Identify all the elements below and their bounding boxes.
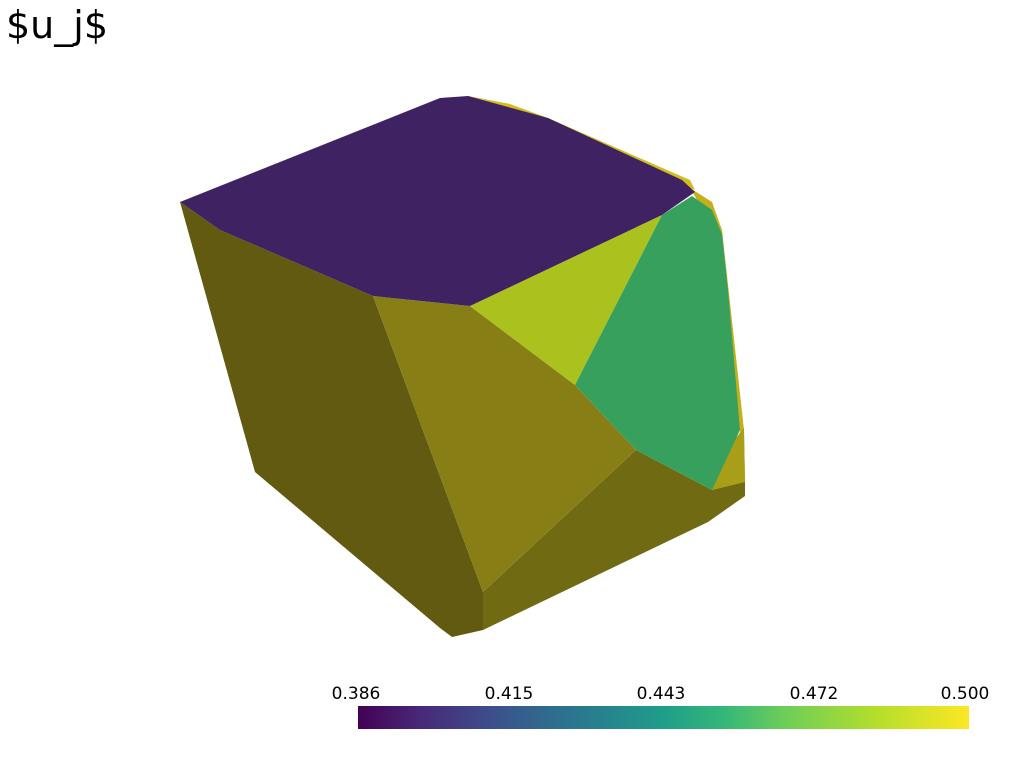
mesh-face-yellow-green [470, 215, 662, 385]
colorbar [358, 706, 969, 729]
colorbar-tick-label: 0.386 [331, 684, 381, 704]
mesh-face-left [180, 202, 483, 637]
colorbar-tick-label: 0.500 [940, 684, 990, 704]
mesh-face-front [373, 296, 636, 592]
colorbar-tick-label: 0.472 [789, 684, 839, 704]
mesh-face-top [180, 96, 695, 306]
colorbar-tick-label: 0.415 [484, 684, 534, 704]
mesh-face-bottom [483, 450, 745, 630]
colorbar-tick-label: 0.443 [636, 684, 686, 704]
plot-title: $u_j$ [6, 3, 108, 47]
mesh-face-green [575, 196, 740, 490]
